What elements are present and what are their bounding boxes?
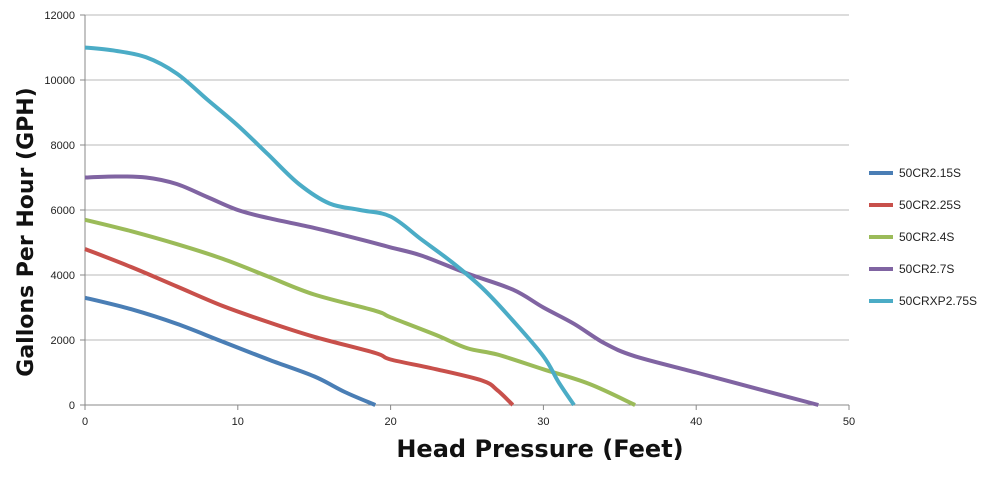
y-tick-label: 10000 xyxy=(44,75,75,87)
y-tick-label: 8000 xyxy=(51,140,75,152)
gridlines xyxy=(85,14,849,341)
y-tick-label: 12000 xyxy=(44,10,75,22)
series-line-50cr2-15s xyxy=(84,295,377,407)
y-tick-label: 2000 xyxy=(51,335,75,347)
legend-label: 50CR2.7S xyxy=(899,262,954,276)
series-lines xyxy=(84,45,819,407)
x-tick-label: 30 xyxy=(537,416,549,428)
legend-label: 50CR2.4S xyxy=(899,230,954,244)
x-axis-title: Head Pressure (Feet) xyxy=(396,435,683,463)
x-tick-label: 0 xyxy=(82,416,88,428)
legend-label: 50CR2.15S xyxy=(899,166,961,180)
x-tick-label: 10 xyxy=(232,416,244,428)
series-line-50cr2-4s xyxy=(84,217,636,407)
series-line-50cr2-25s xyxy=(84,247,515,407)
y-tick-label: 6000 xyxy=(51,205,75,217)
y-tick-label: 4000 xyxy=(51,270,75,282)
series-line-50crxp2-75s xyxy=(84,45,576,407)
legend-label: 50CRXP2.75S xyxy=(899,294,977,308)
x-tick-labels: 0 10 20 30 40 50 xyxy=(82,416,855,428)
y-tick-labels: 0 2000 4000 6000 8000 10000 12000 xyxy=(44,10,75,412)
x-tick-label: 50 xyxy=(843,416,855,428)
axes xyxy=(80,14,850,410)
legend: 50CR2.15S 50CR2.25S 50CR2.4S 50CR2.7S 50CRXP… xyxy=(869,166,977,308)
y-tick-label: 0 xyxy=(69,400,75,412)
x-tick-label: 20 xyxy=(384,416,396,428)
series-line-50cr2-7s xyxy=(84,174,819,407)
x-tick-label: 40 xyxy=(690,416,702,428)
legend-label: 50CR2.25S xyxy=(899,198,961,212)
y-axis-title: Gallons Per Hour (GPH) xyxy=(14,87,39,376)
